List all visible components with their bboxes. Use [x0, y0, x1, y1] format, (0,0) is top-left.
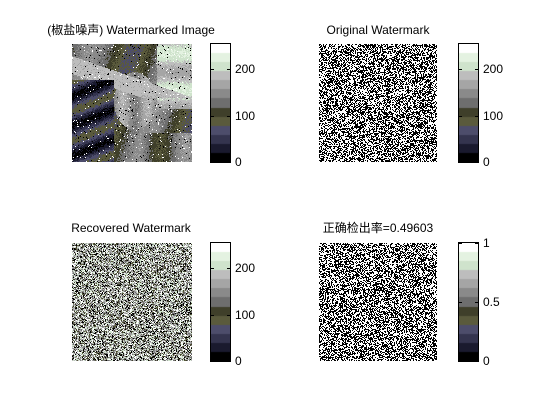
colorbar-tick-label: 100 — [235, 109, 256, 123]
colorbar-recovered-watermark — [210, 242, 231, 362]
colorbar-tick — [475, 243, 478, 244]
colorbar-detection — [458, 242, 479, 362]
colorbar-tick-label: 200 — [235, 261, 256, 275]
colorbar-tick — [227, 361, 230, 362]
colorbar-tick — [211, 116, 214, 117]
watermarked-image — [72, 44, 192, 162]
colorbar-tick — [459, 361, 462, 362]
colorbar-gradient — [211, 243, 230, 361]
colorbar-tick-label: 100 — [235, 308, 256, 322]
panel-title-detection-rate: 正确检出率=0.49603 — [322, 221, 434, 235]
colorbar-tick — [227, 116, 230, 117]
colorbar-watermarked-image — [210, 43, 231, 163]
colorbar-tick — [227, 268, 230, 269]
colorbar-tick-label: 200 — [235, 62, 256, 76]
colorbar-tick-label: 0 — [483, 354, 490, 368]
colorbar-tick-label: 0 — [483, 155, 490, 169]
colorbar-tick — [459, 302, 462, 303]
colorbar-tick — [211, 361, 214, 362]
colorbar-tick-label: 0 — [235, 354, 242, 368]
colorbar-tick-label: 0 — [235, 155, 242, 169]
colorbar-tick — [227, 315, 230, 316]
colorbar-tick — [459, 162, 462, 163]
colorbar-tick-label: 200 — [483, 62, 504, 76]
colorbar-tick — [211, 69, 214, 70]
colorbar-tick — [475, 361, 478, 362]
colorbar-tick — [475, 162, 478, 163]
colorbar-tick — [459, 243, 462, 244]
colorbar-tick — [227, 69, 230, 70]
original-watermark-image — [319, 44, 437, 162]
colorbar-tick — [211, 162, 214, 163]
colorbar-gradient — [459, 44, 478, 162]
recovered-watermark-image — [72, 243, 192, 361]
colorbar-tick — [459, 116, 462, 117]
colorbar-gradient — [211, 44, 230, 162]
colorbar-tick — [211, 268, 214, 269]
colorbar-tick — [227, 162, 230, 163]
panel-title-watermarked-image: (椒盐噪声) Watermarked Image — [47, 23, 215, 37]
colorbar-tick — [475, 116, 478, 117]
colorbar-original-watermark — [458, 43, 479, 163]
panel-title-original-watermark: Original Watermark — [326, 23, 430, 37]
colorbar-tick-label: 1 — [483, 236, 490, 250]
colorbar-gradient — [459, 243, 478, 361]
panel-title-recovered-watermark: Recovered Watermark — [71, 221, 191, 235]
colorbar-tick-label: 0.5 — [483, 295, 500, 309]
colorbar-tick — [211, 315, 214, 316]
colorbar-tick — [475, 69, 478, 70]
colorbar-tick — [459, 69, 462, 70]
detection-watermark-image — [319, 243, 437, 361]
colorbar-tick-label: 100 — [483, 109, 504, 123]
colorbar-tick — [475, 302, 478, 303]
